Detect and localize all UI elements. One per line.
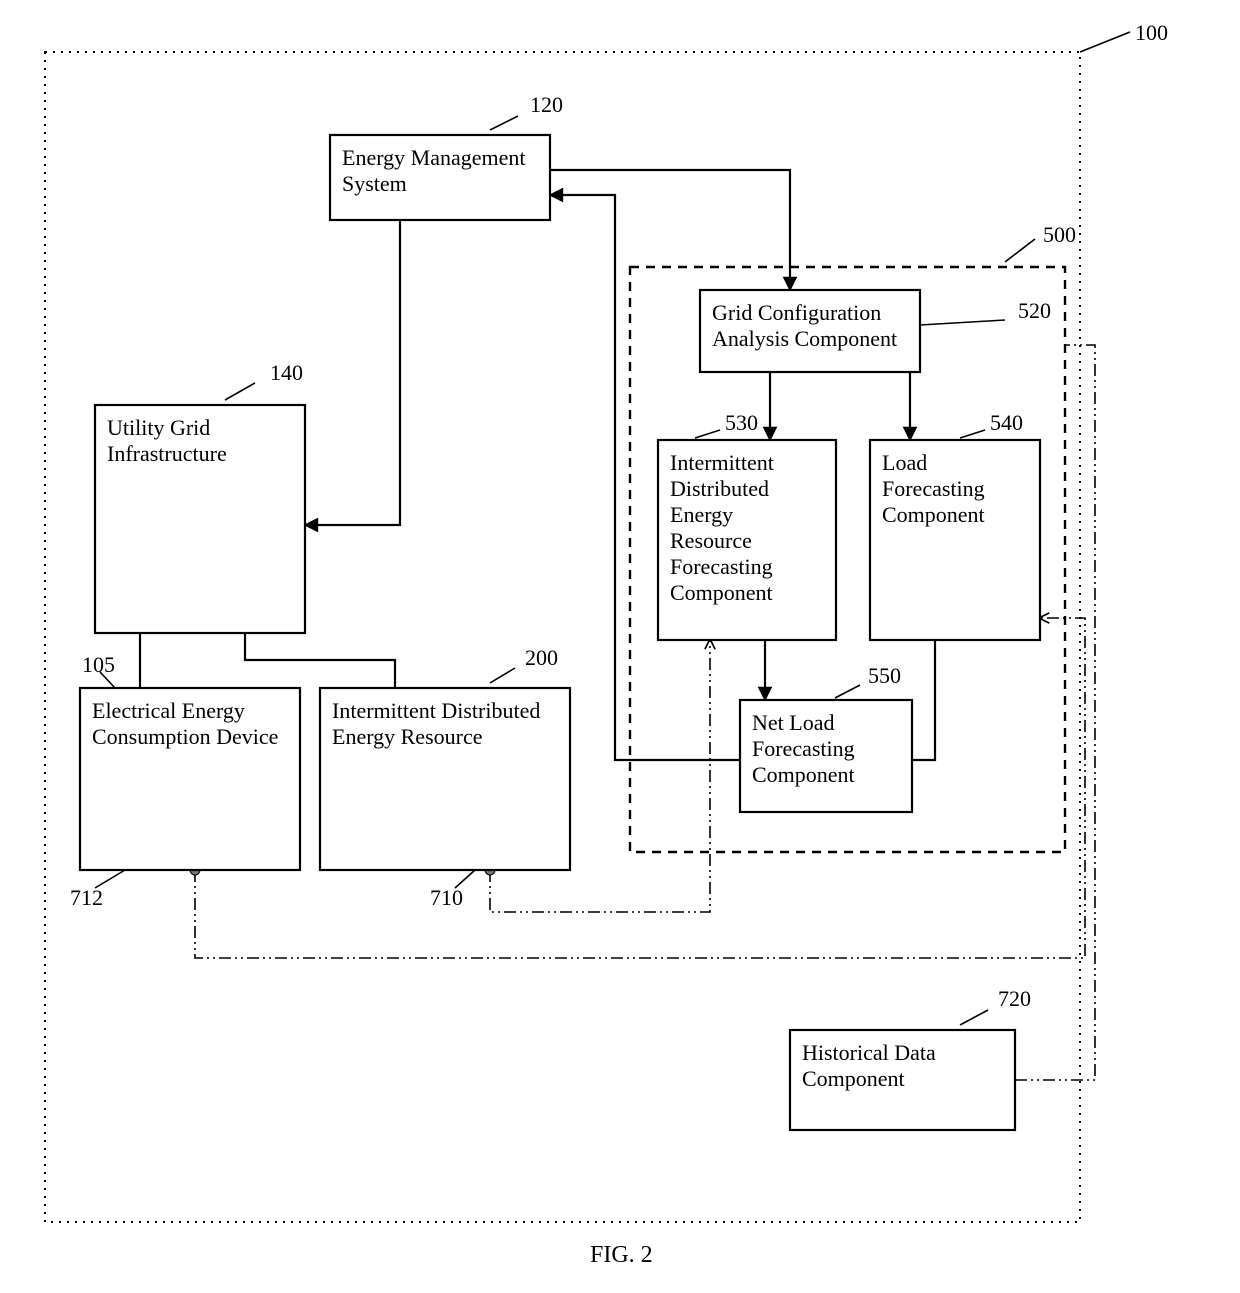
node-lfc-label-line-0: Load <box>882 450 927 475</box>
edge-grid-to-ider <box>245 633 395 688</box>
ref-105: 105 <box>82 652 115 677</box>
node-ems: Energy ManagementSystem <box>330 135 550 220</box>
node-hdc-label-line-0: Historical Data <box>802 1040 936 1065</box>
node-iderf-label-line-2: Energy <box>670 502 733 527</box>
node-device-label-line-0: Electrical Energy <box>92 698 245 723</box>
node-grid-label-line-0: Utility Grid <box>107 415 210 440</box>
figure-svg: 100 500 Energy ManagementSystem 120 Utility … <box>0 0 1240 1293</box>
node-device: Electrical EnergyConsumption Device <box>80 688 300 870</box>
node-lfc-label-line-1: Forecasting <box>882 476 985 501</box>
ref-500: 500 <box>1043 222 1076 247</box>
node-lfc-label-line-2: Component <box>882 502 985 527</box>
ref-710: 710 <box>430 885 463 910</box>
node-nlf-label-line-2: Component <box>752 762 855 787</box>
node-nlf: Net LoadForecastingComponent <box>740 700 912 812</box>
node-iderf-label-line-3: Resource <box>670 528 752 553</box>
node-grid-label-line-1: Infrastructure <box>107 441 227 466</box>
node-device-label-line-1: Consumption Device <box>92 724 278 749</box>
node-lfc: LoadForecastingComponent <box>870 440 1040 640</box>
ref-520: 520 <box>1018 298 1051 323</box>
ref-100: 100 <box>1135 20 1168 45</box>
edge-ems-to-gca <box>550 170 790 290</box>
ref-120: 120 <box>530 92 563 117</box>
edge-lfc-to-nlf <box>912 640 935 760</box>
node-iderf-label-line-1: Distributed <box>670 476 769 501</box>
ref-550: 550 <box>868 663 901 688</box>
node-nlf-label-line-1: Forecasting <box>752 736 855 761</box>
node-ider: Intermittent DistributedEnergy Resource <box>320 688 570 870</box>
node-nlf-label-line-0: Net Load <box>752 710 834 735</box>
node-ems-label-line-0: Energy Management <box>342 145 525 170</box>
ref-200: 200 <box>525 645 558 670</box>
edge-ems-to-grid <box>305 220 400 525</box>
node-iderf-label-line-4: Forecasting <box>670 554 773 579</box>
node-ems-label-line-1: System <box>342 171 407 196</box>
node-hdc-label-line-1: Component <box>802 1066 905 1091</box>
node-hdc: Historical DataComponent <box>790 1030 1015 1130</box>
node-ider-label-line-0: Intermittent Distributed <box>332 698 540 723</box>
node-gca: Grid ConfigurationAnalysis Component <box>700 290 920 372</box>
ref-530: 530 <box>725 410 758 435</box>
ref-712: 712 <box>70 885 103 910</box>
node-gca-label-line-1: Analysis Component <box>712 326 897 351</box>
node-gca-label-line-0: Grid Configuration <box>712 300 881 325</box>
ref-540: 540 <box>990 410 1023 435</box>
node-iderf: IntermittentDistributedEnergyResourceFor… <box>658 440 836 640</box>
node-iderf-label-line-0: Intermittent <box>670 450 774 475</box>
ref-720: 720 <box>998 986 1031 1011</box>
ref-140: 140 <box>270 360 303 385</box>
figure-caption: FIG. 2 <box>590 1242 653 1268</box>
node-ider-label-line-1: Energy Resource <box>332 724 483 749</box>
node-grid: Utility GridInfrastructure <box>95 405 305 633</box>
node-iderf-label-line-5: Component <box>670 580 773 605</box>
